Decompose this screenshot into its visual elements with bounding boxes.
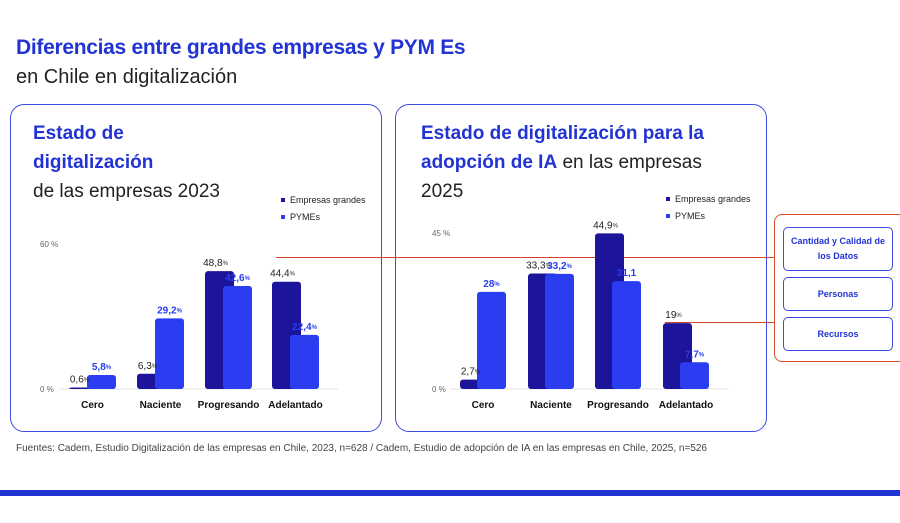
- side-panel: Cantidad y Calidad de los Datos Personas…: [774, 214, 900, 362]
- bar-pymes: [545, 273, 574, 389]
- value-label-unit: %: [223, 261, 229, 267]
- category-label: Adelantado: [659, 400, 713, 411]
- value-label-unit: %: [290, 272, 296, 278]
- category-label: Cero: [81, 400, 104, 411]
- side-item-personas: Personas: [783, 277, 893, 311]
- category-label: Progresando: [587, 400, 649, 411]
- chart-title-2023: Estado de digitalización de las empresas…: [33, 119, 253, 206]
- value-label-grandes: 44,4%: [270, 269, 295, 280]
- value-label-pymes: 33,2%: [547, 261, 572, 272]
- value-label-unit: %: [245, 276, 251, 282]
- value-label-unit: %: [177, 308, 183, 314]
- page-subtitle: en Chile en digitalización: [16, 66, 238, 88]
- legend-item-grandes: Empresas grandes: [281, 191, 366, 208]
- legend-2023: Empresas grandes PYMEs: [281, 191, 366, 225]
- sources-note: Fuentes: Cadem, Estudio Digitalización d…: [16, 443, 707, 454]
- value-label-unit: %: [312, 325, 318, 331]
- value-label-unit: %: [106, 365, 112, 371]
- side-item-recursos: Recursos: [783, 317, 893, 351]
- value-label-unit: %: [676, 313, 682, 319]
- page-title: Diferencias entre grandes empresas y PYM…: [16, 36, 466, 59]
- value-label-grandes: 44,9%: [593, 220, 618, 231]
- value-label-grandes: 2,7%: [461, 367, 481, 378]
- legend-item-pymes: PYMEs: [281, 208, 366, 225]
- chart-title-normal: en las empresas 2025: [421, 152, 702, 202]
- bar-pymes: [290, 334, 319, 389]
- legend-2025: Empresas grandes PYMEs: [666, 190, 751, 224]
- value-label-pymes: 5,8%: [92, 362, 112, 373]
- bottom-accent-bar: [0, 490, 900, 496]
- legend-label-grandes: Empresas grandes: [675, 193, 751, 204]
- value-label-pymes: 7,7%: [685, 349, 705, 360]
- value-label-unit: %: [546, 264, 552, 270]
- value-label-pymes: 31,1: [617, 268, 637, 279]
- chart-title-line2: digitalización: [33, 152, 154, 173]
- connector-line-top: [276, 257, 774, 258]
- y-tick-label: 45 %: [432, 229, 450, 238]
- category-label: Cero: [472, 400, 495, 411]
- value-label-unit: %: [84, 378, 90, 384]
- legend-item-grandes: Empresas grandes: [666, 190, 751, 207]
- value-label-unit: %: [699, 352, 705, 358]
- value-label-grandes: 33,3%: [526, 261, 551, 272]
- side-item-datos: Cantidad y Calidad de los Datos: [783, 227, 893, 271]
- value-label-pymes: 28%: [483, 279, 500, 290]
- legend-swatch-pymes: [281, 214, 285, 219]
- y-tick-label: 0 %: [40, 385, 54, 394]
- legend-item-pymes: PYMEs: [666, 207, 751, 224]
- bar-pymes: [223, 286, 252, 389]
- category-label: Naciente: [140, 400, 182, 411]
- legend-label-grandes: Empresas grandes: [290, 194, 366, 205]
- value-label-grandes: 48,8%: [203, 258, 228, 269]
- value-label-pymes: 42,6%: [225, 273, 250, 284]
- value-label-unit: %: [567, 264, 573, 270]
- chart-panel-2023: Estado de digitalización de las empresas…: [10, 104, 382, 432]
- bar-pymes: [87, 374, 116, 389]
- category-label: Adelantado: [268, 400, 322, 411]
- legend-label-pymes: PYMEs: [290, 211, 321, 222]
- chart-title-line3: de las empresas 2023: [33, 181, 220, 202]
- connector-line-bottom: [665, 322, 774, 323]
- legend-label-pymes: PYMEs: [675, 210, 706, 221]
- bar-pymes: [477, 291, 506, 389]
- category-label: Progresando: [198, 400, 260, 411]
- value-label-unit: %: [152, 364, 158, 370]
- value-label-grandes: 0,6%: [70, 375, 90, 386]
- value-label-unit: %: [475, 370, 481, 376]
- value-label-grandes: 6,3%: [138, 361, 158, 372]
- chart-title-2025: Estado de digitalización para la adopció…: [421, 119, 741, 206]
- legend-swatch-pymes: [666, 213, 670, 218]
- y-tick-label: 0 %: [432, 385, 446, 394]
- legend-swatch-grandes: [281, 197, 285, 202]
- category-label: Naciente: [530, 400, 572, 411]
- y-tick-label: 60 %: [40, 240, 58, 249]
- value-label-grandes: 19%: [665, 310, 682, 321]
- legend-swatch-grandes: [666, 196, 670, 201]
- bar-pymes: [155, 318, 184, 389]
- chart-title-bold: Estado de digitalización para la adopció…: [421, 123, 704, 173]
- value-label-pymes: 22,4%: [292, 322, 317, 333]
- value-label-unit: %: [613, 223, 619, 229]
- bar-pymes: [680, 362, 709, 389]
- chart-title-line1: Estado de: [33, 123, 124, 144]
- value-label-pymes: 29,2%: [157, 305, 182, 316]
- bar-pymes: [612, 281, 641, 389]
- value-label-unit: %: [494, 282, 500, 288]
